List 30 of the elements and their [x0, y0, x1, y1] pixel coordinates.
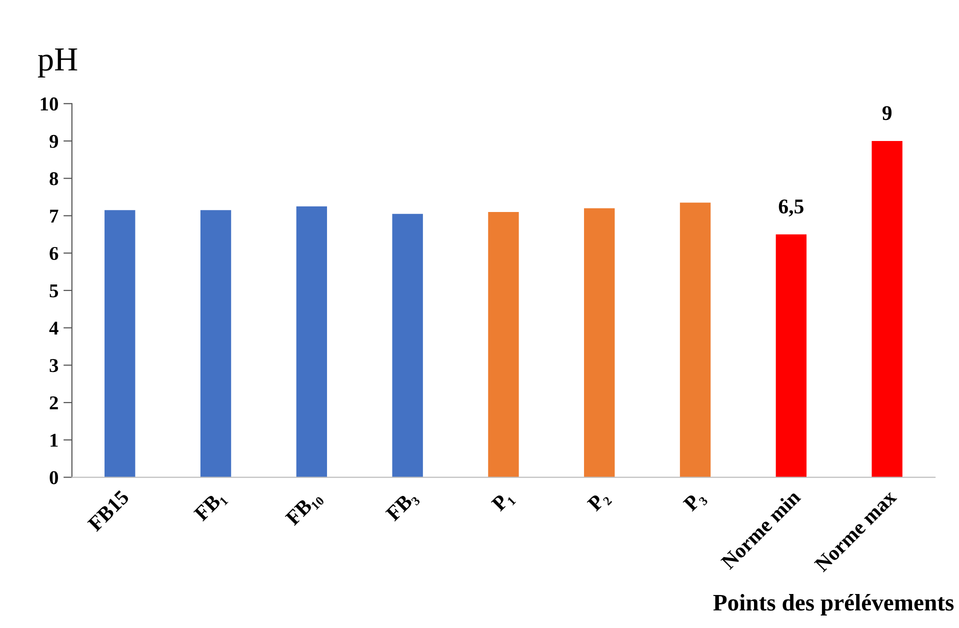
y-tick-label: 8 — [50, 172, 58, 186]
y-tick-label: 10 — [40, 97, 58, 111]
x-tick-label: FB₁ — [193, 490, 228, 525]
x-tick-label: P₁ — [490, 490, 516, 515]
bar — [488, 212, 519, 478]
bar — [776, 234, 807, 478]
y-axis-title: pH — [38, 48, 78, 78]
y-tick-label: 3 — [50, 359, 58, 372]
bar — [872, 140, 902, 478]
y-tick-label: 9 — [50, 134, 58, 148]
x-tick-label: FB₃ — [385, 489, 421, 525]
y-tick-label: 0 — [50, 471, 58, 484]
x-tick-label: FB₁₀ — [284, 489, 325, 530]
y-tick-label: 7 — [50, 210, 58, 222]
y-tick-label: 1 — [50, 434, 58, 447]
y-tick-label: 4 — [49, 322, 58, 335]
bar — [584, 208, 615, 478]
data-label: 6,5 — [778, 200, 804, 217]
x-tick-label: P₃ — [682, 489, 708, 515]
data-label: 9 — [882, 106, 892, 120]
bar — [296, 206, 328, 478]
y-tick-label: 2 — [50, 396, 58, 410]
bar — [680, 202, 711, 478]
bar — [104, 210, 136, 478]
x-tick-label: P₂ — [586, 489, 612, 515]
y-tick-label: 5 — [50, 284, 58, 298]
bar — [392, 214, 423, 478]
x-axis-title: Points des prélévements — [713, 594, 954, 616]
y-tick-label: 6 — [50, 246, 58, 260]
bar — [200, 210, 232, 478]
